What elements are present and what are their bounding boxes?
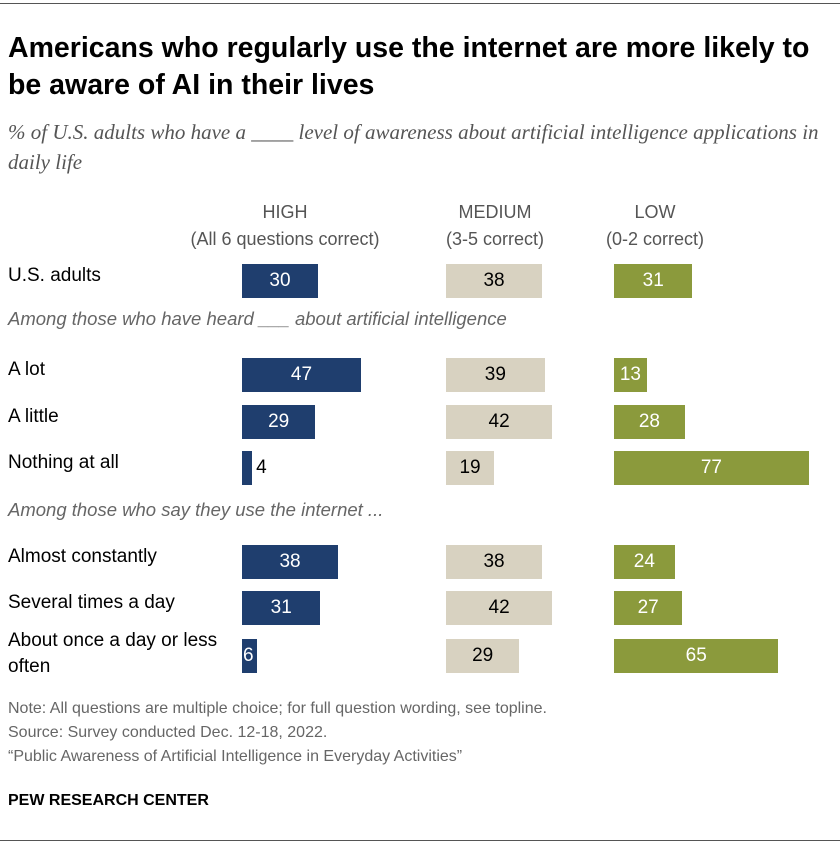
bottom-rule bbox=[0, 840, 840, 841]
bar-medium bbox=[446, 451, 495, 485]
row-label: A little bbox=[8, 406, 59, 427]
data-label: 30 bbox=[269, 270, 291, 291]
column-subtitle: (All 6 questions correct) bbox=[190, 229, 380, 249]
bar-high bbox=[242, 358, 361, 392]
bar-medium bbox=[446, 358, 545, 392]
bar-high bbox=[242, 545, 339, 579]
bar-low bbox=[614, 639, 779, 673]
column-name: MEDIUM bbox=[458, 202, 532, 222]
data-label: 31 bbox=[642, 270, 664, 291]
source: Source: Survey conducted Dec. 12-18, 202… bbox=[8, 724, 328, 741]
data-label: 77 bbox=[700, 457, 722, 478]
bar-low bbox=[614, 358, 647, 392]
column-name: HIGH bbox=[262, 202, 308, 222]
data-label: 28 bbox=[638, 411, 660, 432]
top-rule bbox=[0, 3, 840, 4]
bar-low bbox=[614, 264, 693, 298]
column-name: LOW bbox=[634, 202, 676, 222]
data-label: 29 bbox=[472, 645, 494, 666]
row-label: A lot bbox=[8, 359, 45, 380]
data-label: 13 bbox=[619, 364, 641, 385]
data-label: 24 bbox=[633, 551, 655, 572]
row-label: U.S. adults bbox=[8, 265, 101, 286]
row-label: About once a day or less often bbox=[8, 630, 218, 677]
bar-medium bbox=[446, 591, 553, 625]
bar-high bbox=[242, 639, 258, 673]
data-label: 42 bbox=[488, 597, 510, 618]
column-header-medium: MEDIUM (3-5 correct) bbox=[420, 199, 570, 253]
bar-low bbox=[614, 545, 675, 579]
data-label: 4 bbox=[256, 457, 267, 478]
chart-subtitle: % of U.S. adults who have a ____ level o… bbox=[8, 120, 819, 174]
bar-medium bbox=[446, 639, 520, 673]
report-title: “Public Awareness of Artificial Intellig… bbox=[8, 748, 463, 765]
bar-low bbox=[614, 405, 685, 439]
row-label: Several times a day bbox=[8, 592, 175, 613]
bar-high bbox=[242, 264, 318, 298]
row-label: Almost constantly bbox=[8, 546, 157, 567]
data-label: 39 bbox=[484, 364, 506, 385]
row-label: Nothing at all bbox=[8, 452, 119, 473]
data-label: 31 bbox=[270, 597, 292, 618]
bar-low bbox=[614, 591, 683, 625]
bar-high bbox=[242, 591, 321, 625]
group-heading: Among those who say they use the interne… bbox=[8, 499, 384, 520]
data-label: 27 bbox=[637, 597, 659, 618]
bar-medium bbox=[446, 264, 543, 298]
bar-medium bbox=[446, 405, 553, 439]
bar-high bbox=[242, 451, 253, 485]
bar-medium bbox=[446, 545, 543, 579]
data-label: 38 bbox=[483, 551, 505, 572]
brand-logo-text: PEW RESEARCH CENTER bbox=[8, 792, 209, 809]
data-label: 38 bbox=[279, 551, 301, 572]
data-label: 6 bbox=[243, 645, 254, 666]
bar-low bbox=[614, 451, 809, 485]
bar-high bbox=[242, 405, 316, 439]
note: Note: All questions are multiple choice;… bbox=[8, 700, 547, 717]
data-label: 42 bbox=[488, 411, 510, 432]
data-label: 29 bbox=[268, 411, 290, 432]
column-header-high: HIGH (All 6 questions correct) bbox=[165, 199, 405, 253]
chart-title: Americans who regularly use the internet… bbox=[8, 32, 810, 101]
data-label: 38 bbox=[483, 270, 505, 291]
column-subtitle: (0-2 correct) bbox=[605, 229, 704, 249]
data-label: 47 bbox=[290, 364, 313, 385]
data-label: 19 bbox=[459, 457, 481, 478]
data-label: 65 bbox=[685, 645, 707, 666]
column-subtitle: (3-5 correct) bbox=[445, 229, 544, 249]
group-heading: Among those who have heard ___ about art… bbox=[8, 308, 507, 329]
column-header-low: LOW (0-2 correct) bbox=[580, 199, 730, 253]
